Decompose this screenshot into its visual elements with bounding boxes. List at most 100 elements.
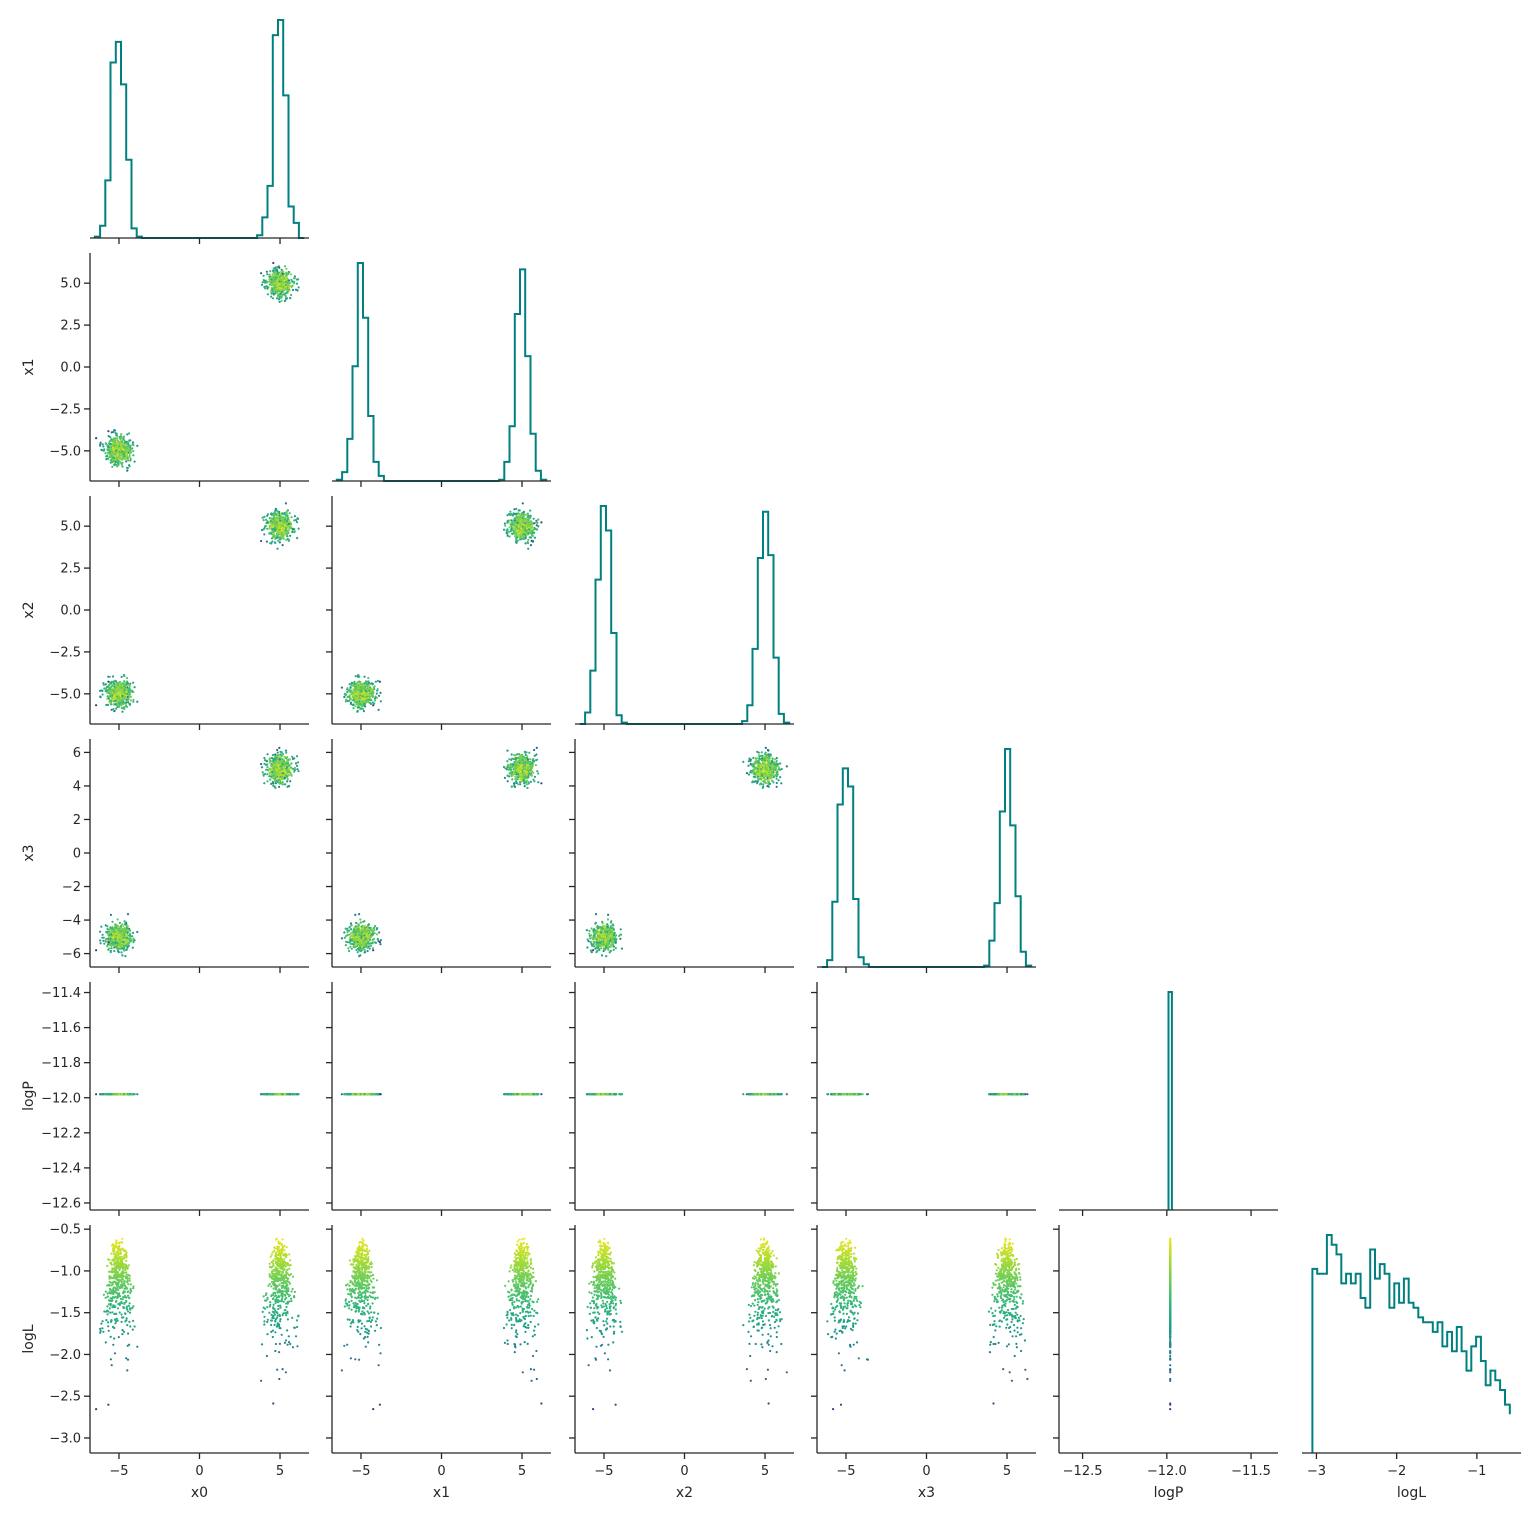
scatter-point [100,925,103,928]
scatter-point [278,296,281,299]
scatter-point [263,762,266,765]
scatter-point [529,514,532,517]
scatter-point [512,532,515,535]
scatter-point [110,682,113,685]
scatter-point [353,680,356,683]
scatter-point [268,525,271,528]
scatter-point [109,459,112,462]
scatter-point [377,708,380,711]
scatter-point [284,515,288,518]
scatter-point [274,786,277,790]
scatter-point [114,441,117,444]
scatter-point [106,457,110,460]
scatter-point [287,272,290,276]
scatter-point [276,766,279,769]
scatter-point [119,928,122,932]
scatter-point [372,937,376,941]
scatter-point [106,685,109,689]
scatter-point [529,524,533,528]
scatter-point [270,290,273,293]
scatter-point [280,518,283,521]
scatter-point [95,704,98,707]
scatter-point [527,781,530,784]
scatter-point [533,536,537,539]
scatter-point [114,463,117,466]
scatter-point [99,942,102,945]
scatter-point [277,539,280,542]
scatter-point [283,520,286,523]
scatter-point [281,783,284,786]
scatter-point [112,698,115,701]
scatter-point [525,783,528,786]
scatter-point [125,460,128,463]
scatter-point [352,928,356,931]
scatter-point [272,766,275,770]
scatter-point [125,700,128,703]
scatter-point [284,513,287,516]
scatter-point [109,913,112,917]
scatter-point [281,544,284,547]
y-tick-label: 0.0 [60,604,81,619]
scatter-points-x1-vs-x0 [95,261,300,472]
scatter-point [358,675,361,678]
scatter-point [114,691,117,694]
scatter-point [101,443,104,446]
scatter-point [123,948,126,951]
scatter-point [111,927,114,930]
scatter-point [522,537,525,540]
scatter-point [528,517,531,520]
scatter-point [367,691,370,694]
scatter-point [297,278,300,281]
scatter-point [532,527,535,530]
scatter-point [525,527,529,530]
scatter-point [109,436,112,439]
scatter-point [284,294,287,297]
scatter-point [346,699,349,703]
scatter-point [361,932,364,935]
scatter-point [352,943,355,946]
scatter-point [112,437,115,440]
scatter-point [272,267,275,270]
scatter-point [122,940,125,944]
scatter-point [120,433,123,436]
scatter-point [265,760,268,763]
scatter-point [525,530,528,533]
scatter-point [281,290,284,293]
scatter-point [535,753,538,756]
scatter-point [123,455,126,458]
scatter-point [537,772,540,775]
scatter-point [266,780,269,783]
scatter-point [340,686,343,689]
scatter-point [530,539,533,543]
scatter-point [120,939,124,942]
scatter-point [532,531,535,535]
scatter-point [276,280,279,283]
scatter-point [297,770,300,773]
scatter-point [519,527,523,530]
scatter-point [360,939,363,942]
scatter-point [120,691,124,694]
scatter-point [361,698,364,701]
scatter-point [288,286,291,290]
scatter-point [371,947,374,950]
scatter-point [359,921,362,924]
scatter-point [350,703,353,706]
scatter-point [350,947,353,950]
y-tick-label: 2 [73,813,81,828]
scatter-point [262,528,265,531]
scatter-point [274,782,278,785]
scatter-point [368,926,371,930]
scatter-point [365,944,368,948]
scatter-point [272,532,275,535]
scatter-point [270,537,274,540]
scatter-point [128,929,131,933]
scatter-point [124,694,128,697]
scatter-point [367,923,370,926]
scatter-point [537,781,540,784]
scatter-point [110,708,113,711]
scatter-point [361,924,364,927]
scatter-point [268,273,271,276]
scatter-point [344,700,347,703]
scatter-point [520,533,523,536]
scatter-point [106,695,109,698]
